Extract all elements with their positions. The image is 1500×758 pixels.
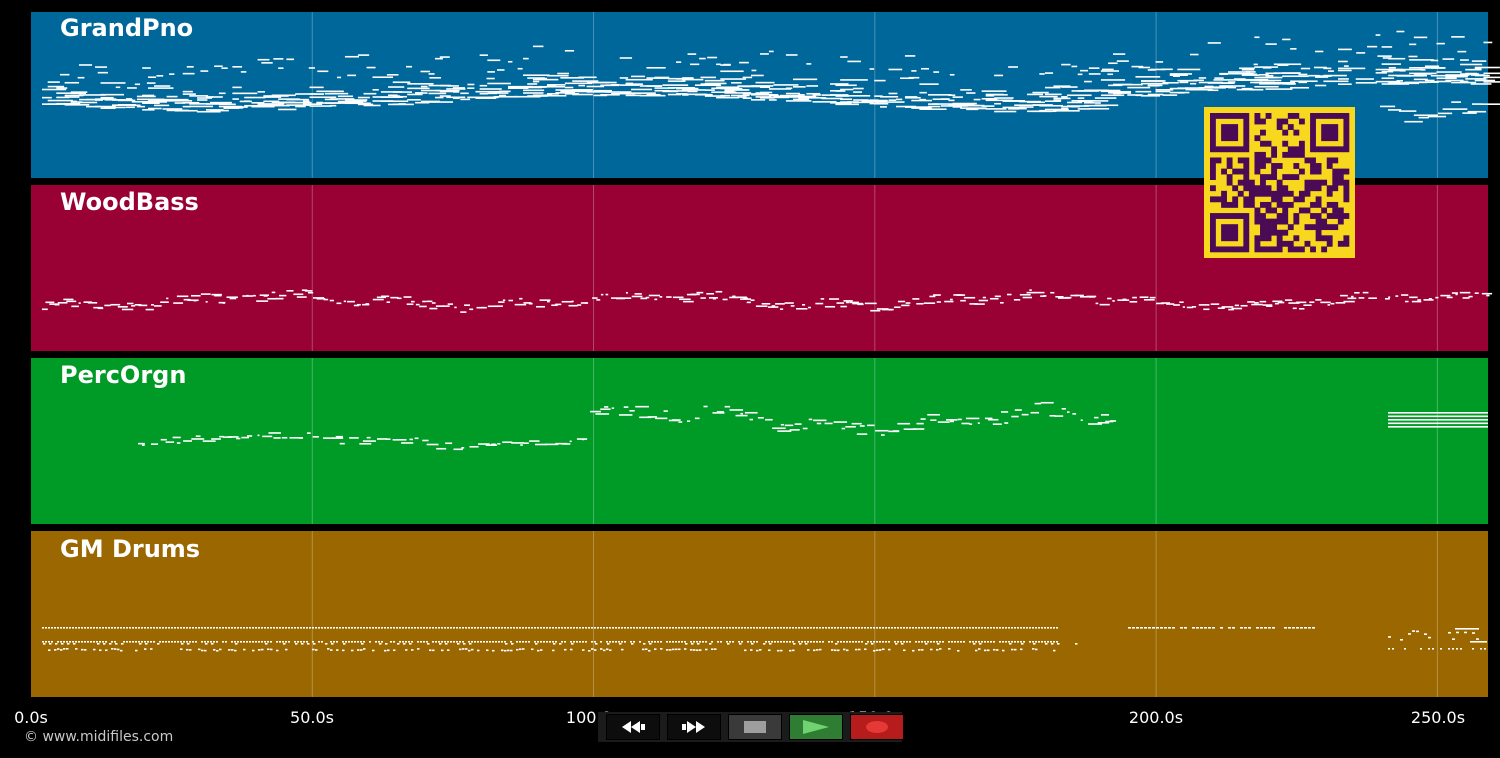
rewind-button[interactable]: [606, 714, 660, 740]
note-marks: [42, 30, 1500, 652]
track-name-percorgn: PercOrgn: [60, 361, 187, 389]
fast-forward-button[interactable]: [667, 714, 721, 740]
fast-forward-icon: [682, 721, 705, 733]
rewind-icon: [622, 721, 645, 733]
qr-code: [1204, 107, 1355, 258]
track-name-grandpno: GrandPno: [60, 14, 194, 42]
record-icon: [866, 721, 888, 733]
track-name-woodbass: WoodBass: [60, 188, 199, 216]
piano-roll-canvas: [31, 12, 1500, 697]
transport-controls: [598, 712, 904, 742]
track-name-gm-drums: GM Drums: [60, 535, 201, 563]
track-panel: [31, 358, 1488, 524]
record-button[interactable]: [850, 714, 904, 740]
track-panel: [31, 531, 1488, 697]
time-tick-label: 200.0s: [1128, 708, 1184, 727]
stop-icon: [744, 721, 766, 733]
time-tick-label: 50.0s: [290, 708, 334, 727]
play-icon: [803, 720, 829, 734]
copyright-notice: © www.midifiles.com: [24, 729, 174, 745]
play-button[interactable]: [789, 714, 843, 740]
time-tick-label: 250.0s: [1410, 708, 1466, 727]
stop-button[interactable]: [728, 714, 782, 740]
time-tick-label: 0.0s: [14, 708, 48, 727]
